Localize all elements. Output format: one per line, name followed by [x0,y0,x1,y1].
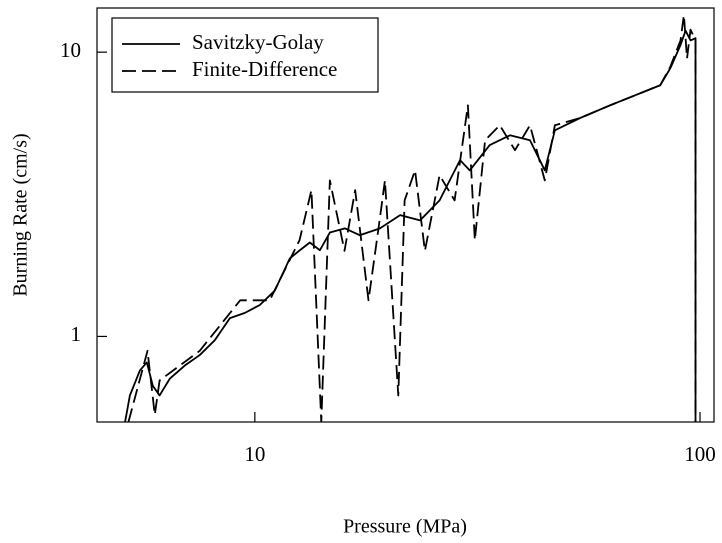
x-tick-label: 100 [684,442,716,466]
series-line [127,14,697,422]
y-tick-label: 1 [71,322,82,346]
legend-label: Savitzky-Golay [192,30,324,54]
x-tick-label: 10 [244,442,265,466]
plot-frame [96,7,715,423]
x-axis-label: Pressure (MPa) [343,516,467,538]
legend-box [111,17,379,93]
y-axis-label: Burning Rate (cm/s) [10,133,32,296]
plot-lines [124,14,697,422]
legend-label: Finite-Difference [192,57,337,81]
y-tick-label: 10 [60,38,81,62]
